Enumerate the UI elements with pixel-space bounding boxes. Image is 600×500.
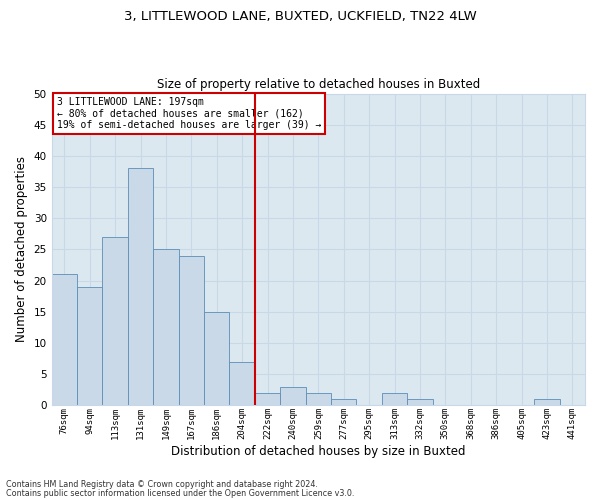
Bar: [305, 393, 331, 406]
Bar: [103, 237, 128, 406]
Bar: [153, 250, 179, 406]
Text: 3, LITTLEWOOD LANE, BUXTED, UCKFIELD, TN22 4LW: 3, LITTLEWOOD LANE, BUXTED, UCKFIELD, TN…: [124, 10, 476, 23]
Bar: [534, 399, 560, 406]
Bar: [128, 168, 153, 406]
Text: Contains HM Land Registry data © Crown copyright and database right 2024.: Contains HM Land Registry data © Crown c…: [6, 480, 318, 489]
Bar: [280, 386, 305, 406]
Text: Contains public sector information licensed under the Open Government Licence v3: Contains public sector information licen…: [6, 488, 355, 498]
X-axis label: Distribution of detached houses by size in Buxted: Distribution of detached houses by size …: [171, 444, 466, 458]
Y-axis label: Number of detached properties: Number of detached properties: [15, 156, 28, 342]
Bar: [331, 399, 356, 406]
Text: 3 LITTLEWOOD LANE: 197sqm
← 80% of detached houses are smaller (162)
19% of semi: 3 LITTLEWOOD LANE: 197sqm ← 80% of detac…: [57, 96, 322, 130]
Bar: [382, 393, 407, 406]
Bar: [407, 399, 433, 406]
Bar: [255, 393, 280, 406]
Bar: [77, 287, 103, 406]
Bar: [52, 274, 77, 406]
Bar: [204, 312, 229, 406]
Title: Size of property relative to detached houses in Buxted: Size of property relative to detached ho…: [157, 78, 480, 91]
Bar: [179, 256, 204, 406]
Bar: [229, 362, 255, 406]
